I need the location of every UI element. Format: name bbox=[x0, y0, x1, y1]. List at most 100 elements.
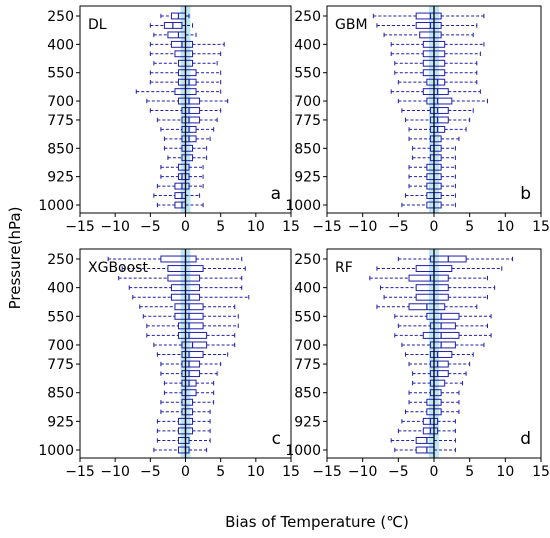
box bbox=[177, 436, 190, 444]
y-tick-label: 925 bbox=[294, 414, 321, 430]
panel-letter-label: c bbox=[272, 429, 281, 449]
box bbox=[177, 322, 204, 330]
panel-letter-label: d bbox=[520, 429, 531, 449]
y-tick-label: 400 bbox=[47, 281, 74, 297]
chart-panels: −15 −10 −5 0 5 10 152504005507007758509251000D… bbox=[38, 5, 550, 480]
x-tick-label: 0 bbox=[430, 464, 439, 480]
box bbox=[415, 22, 442, 29]
y-tick-label: 850 bbox=[47, 141, 74, 157]
box bbox=[429, 351, 453, 358]
x-tick-label: 0 bbox=[181, 464, 190, 480]
figure-x-axis-label: Bias of Temperature (℃) bbox=[225, 513, 409, 531]
box bbox=[426, 78, 446, 86]
box bbox=[429, 322, 456, 330]
x-tick-label: −5 bbox=[140, 219, 161, 235]
y-tick-label: 700 bbox=[294, 338, 321, 354]
y-tick-label: 400 bbox=[47, 37, 74, 53]
box bbox=[429, 360, 449, 368]
panel-model-label: DL bbox=[88, 17, 107, 33]
box bbox=[177, 163, 190, 171]
y-tick-label: 700 bbox=[47, 338, 74, 354]
y-tick-label: 775 bbox=[47, 357, 74, 373]
x-tick-label: 15 bbox=[282, 219, 300, 235]
figure-y-axis-label: Pressure(hPa) bbox=[6, 207, 24, 310]
y-tick-label: 400 bbox=[294, 37, 321, 53]
x-tick-label: −15 bbox=[65, 464, 95, 480]
box bbox=[429, 107, 449, 114]
x-tick-label: −15 bbox=[65, 219, 95, 235]
box bbox=[422, 88, 449, 96]
y-tick-label: 700 bbox=[47, 94, 74, 110]
x-tick-label: 5 bbox=[465, 219, 474, 235]
box bbox=[181, 398, 194, 406]
x-tick-label: −15 bbox=[312, 219, 342, 235]
box bbox=[177, 446, 190, 454]
box bbox=[181, 370, 201, 378]
y-tick-label: 1000 bbox=[38, 443, 74, 459]
panel-model-label: RF bbox=[335, 260, 353, 276]
x-tick-label: 15 bbox=[282, 464, 300, 480]
x-tick-label: −5 bbox=[388, 219, 409, 235]
box bbox=[419, 31, 442, 39]
box bbox=[429, 135, 442, 143]
box bbox=[429, 144, 442, 152]
x-tick-label: 0 bbox=[430, 219, 439, 235]
x-tick-label: −5 bbox=[388, 464, 409, 480]
x-tick-label: 10 bbox=[496, 464, 514, 480]
box bbox=[177, 173, 190, 181]
box bbox=[177, 331, 208, 339]
x-tick-label: 10 bbox=[247, 219, 265, 235]
box bbox=[181, 389, 197, 397]
box bbox=[181, 107, 201, 114]
panel-model-label: GBM bbox=[335, 17, 368, 33]
panel-letter-label: a bbox=[271, 184, 281, 204]
x-tick-label: −10 bbox=[348, 464, 378, 480]
y-tick-label: 550 bbox=[294, 309, 321, 325]
box bbox=[429, 116, 449, 124]
box bbox=[415, 12, 442, 20]
box bbox=[426, 97, 453, 105]
box bbox=[167, 274, 201, 282]
box bbox=[415, 284, 449, 292]
x-tick-label: 15 bbox=[532, 464, 550, 480]
box bbox=[181, 116, 201, 124]
panel-letter-label: b bbox=[520, 184, 531, 204]
y-tick-label: 775 bbox=[294, 357, 321, 373]
box bbox=[177, 78, 197, 86]
x-tick-label: −10 bbox=[100, 219, 130, 235]
box bbox=[181, 154, 194, 162]
box bbox=[181, 408, 194, 416]
x-tick-label: −10 bbox=[348, 219, 378, 235]
y-tick-label: 250 bbox=[294, 9, 321, 25]
box bbox=[429, 154, 442, 162]
y-tick-label: 550 bbox=[47, 309, 74, 325]
x-tick-label: 5 bbox=[216, 219, 225, 235]
box bbox=[408, 274, 449, 282]
y-tick-label: 1000 bbox=[285, 443, 321, 459]
y-tick-label: 400 bbox=[294, 281, 321, 297]
x-tick-label: −10 bbox=[100, 464, 130, 480]
box bbox=[181, 351, 204, 358]
y-tick-label: 850 bbox=[47, 386, 74, 402]
y-tick-label: 925 bbox=[47, 414, 74, 430]
box bbox=[426, 312, 460, 320]
y-tick-label: 850 bbox=[294, 386, 321, 402]
box bbox=[181, 360, 201, 368]
box bbox=[174, 50, 194, 58]
x-tick-label: 5 bbox=[465, 464, 474, 480]
box bbox=[429, 389, 442, 397]
y-tick-label: 925 bbox=[294, 170, 321, 186]
panel-b: −15 −10 −5 0 5 10 15 250 400 550 700 775 850 925 1000 G… bbox=[285, 5, 550, 235]
y-tick-label: 775 bbox=[294, 113, 321, 129]
box bbox=[415, 293, 449, 301]
y-tick-label: 550 bbox=[47, 66, 74, 82]
y-tick-label: 925 bbox=[47, 170, 74, 186]
panel-c: −15 −10 −5 0 5 10 15 250 400 550 700 775 850 925 1000 X… bbox=[38, 248, 300, 480]
x-tick-label: −5 bbox=[140, 464, 161, 480]
x-tick-label: 10 bbox=[496, 219, 514, 235]
x-tick-label: 10 bbox=[247, 464, 265, 480]
box bbox=[429, 379, 446, 387]
box bbox=[429, 341, 456, 349]
box bbox=[429, 370, 449, 378]
